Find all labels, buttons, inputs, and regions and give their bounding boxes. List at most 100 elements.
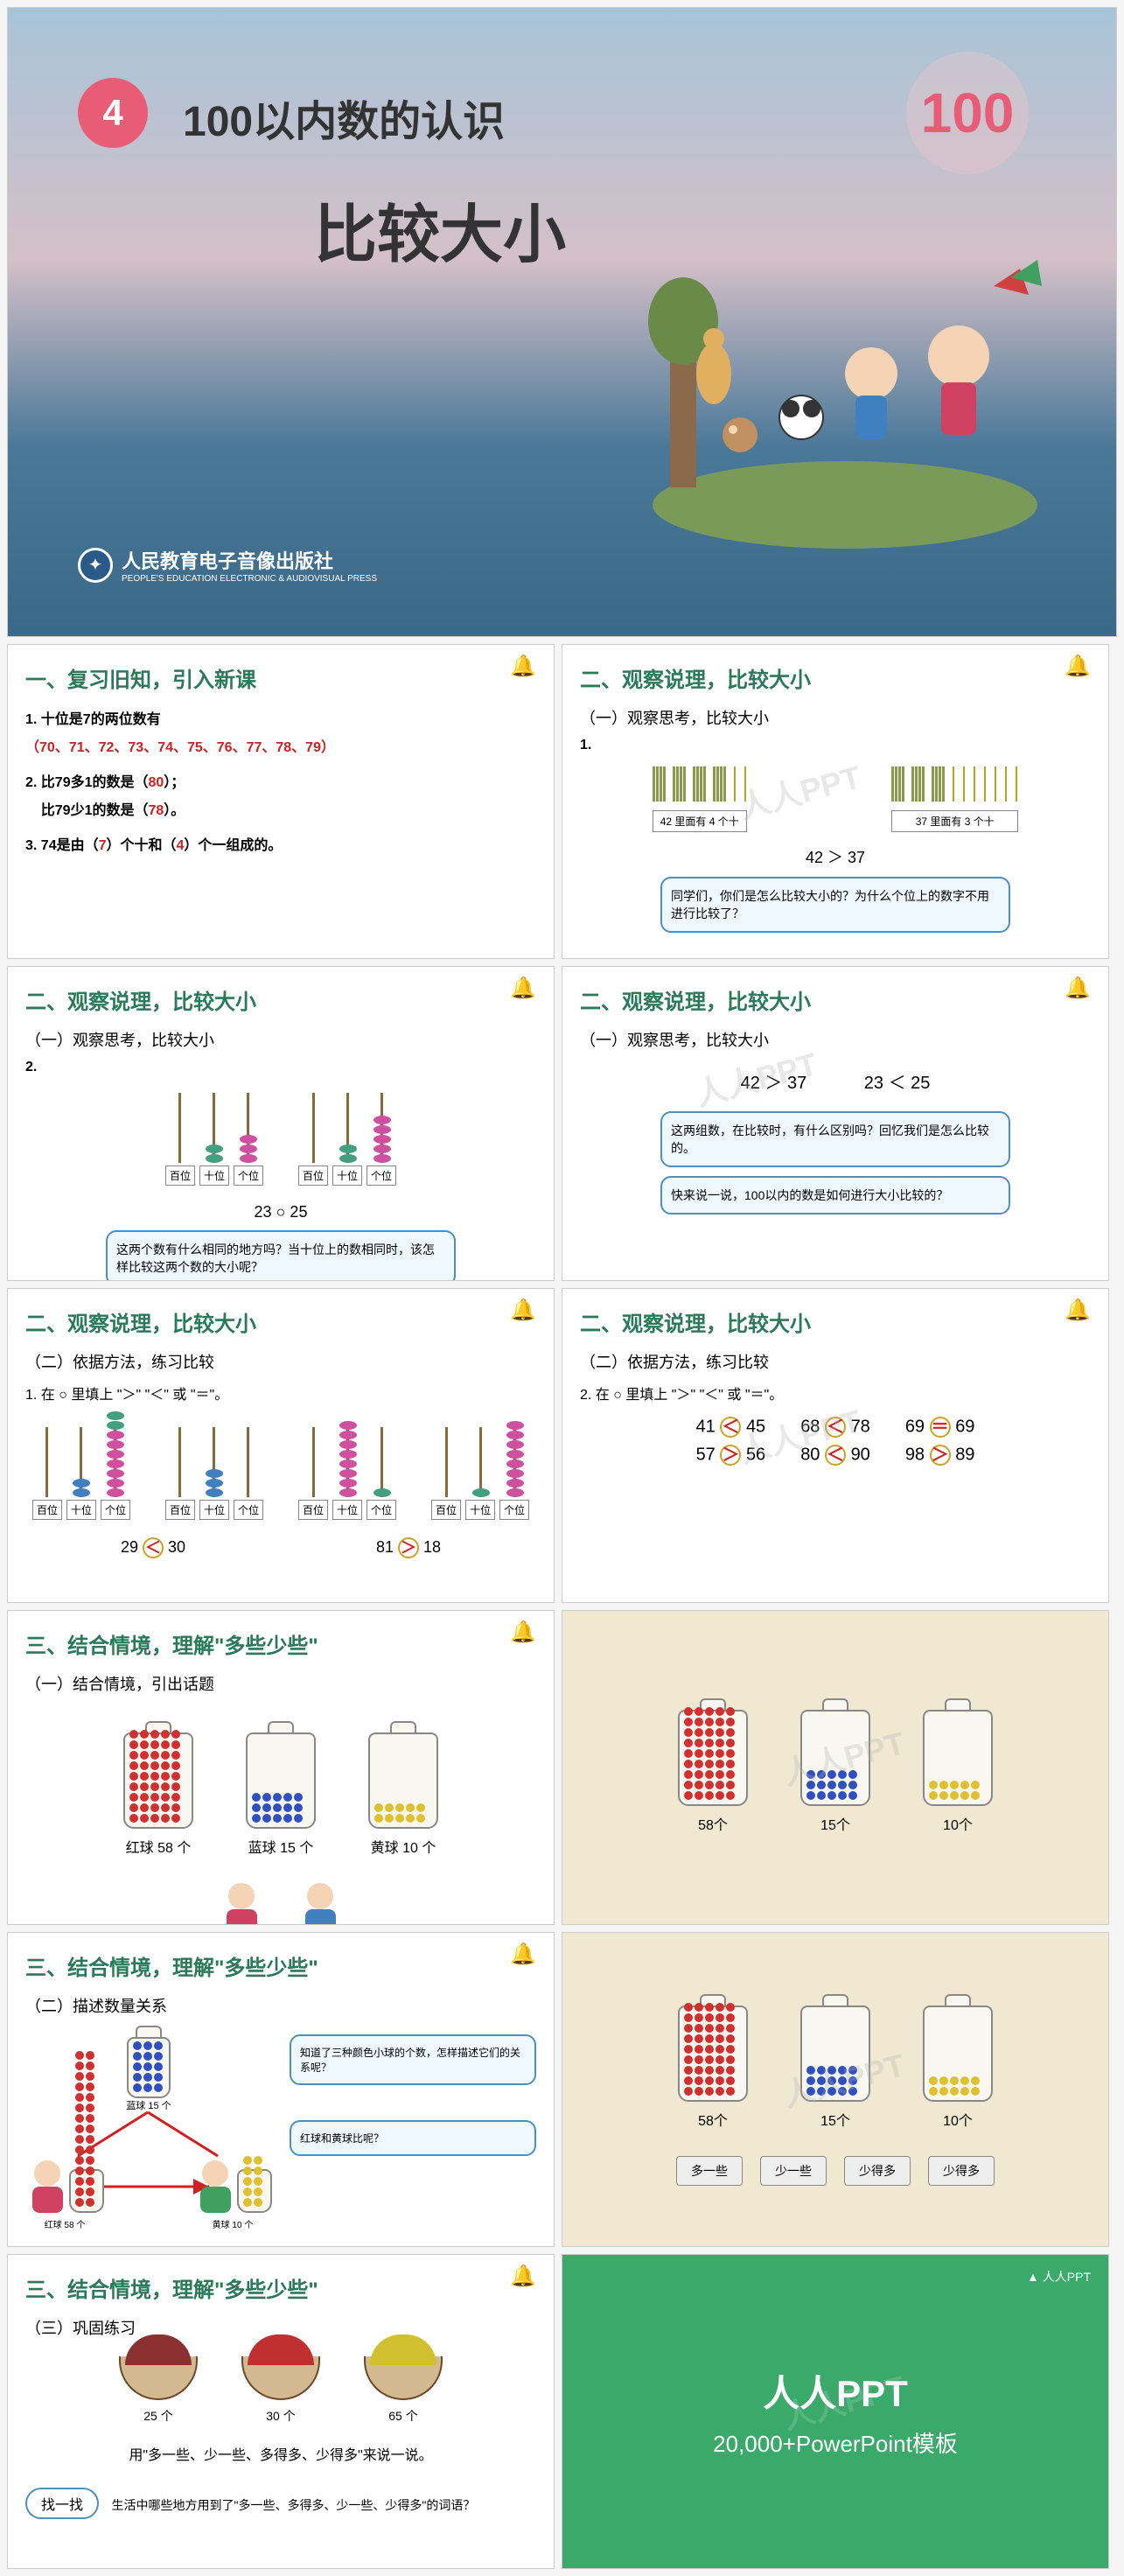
slide-branding: ▲ 人人PPT 人人PPT 20,000+PowerPoint模板 人人PPT (562, 2254, 1109, 2569)
speech-2: 快来说一说，100以内的数是如何进行大小比较的？ (660, 1176, 1010, 1214)
slide-jars-plain: 58个 15个 10个 人人PPT (562, 1610, 1109, 1925)
symbol-circle: ＜ (143, 1537, 164, 1558)
find-text: 生活中哪些地方用到了"多一些、多得多、少一些、少得多"的词语？ (111, 2498, 475, 2512)
btn-more-some[interactable]: 多一些 (676, 2156, 743, 2186)
q2-text-2: 比79少1的数是（ (41, 803, 149, 818)
bell-icon: 🔔 (510, 654, 536, 679)
abacus-label: 十位 (199, 1166, 229, 1186)
btn-less-some[interactable]: 少一些 (760, 2156, 827, 2186)
jar-blue (246, 1732, 316, 1829)
hero-title-2: 比较大小 (314, 183, 566, 275)
sym: ＞ (720, 1445, 741, 1466)
num-left: 81 (376, 1538, 394, 1556)
btn-less-much-1[interactable]: 少得多 (844, 2156, 911, 2186)
jar-label: 58个 (698, 2109, 728, 2130)
slide-heading: 二、观察说理，比较大小 (580, 984, 1091, 1015)
bowl-label: 65 个 (388, 2407, 417, 2425)
hero-title-1: 100以内数的认识 (183, 87, 505, 148)
item-number: 1. (580, 738, 1091, 753)
q2-end-2: ）。 (164, 803, 185, 818)
jar-label: 15个 (820, 2109, 850, 2130)
bell-icon: 🔔 (1065, 976, 1091, 1001)
speech-1: 这两组数，在比较时，有什么区别吗？回忆我们是怎么比较的。 (660, 1111, 1010, 1167)
jar-red (123, 1732, 193, 1829)
jar-label: 红球 58 个 (126, 1836, 192, 1857)
sticks-label-1: 42 里面有 4 个十 (653, 810, 747, 832)
q3-mid: ）个十和（ (107, 838, 177, 853)
slide-subheading: （一）观察思考，比较大小 (580, 706, 1091, 729)
sym: ＞ (930, 1445, 951, 1466)
jar-yellow (923, 1710, 993, 1806)
sym: ＝ (930, 1417, 951, 1438)
abacus-row: 百位十位个位 百位十位个位 百位十位个位 百位十位个位 (25, 1427, 536, 1520)
q2-val-1: 80 (149, 775, 164, 790)
slide-heading: 二、观察说理，比较大小 (25, 1306, 536, 1337)
bell-icon: 🔔 (510, 976, 536, 1001)
slide-context-2: 🔔 三、结合情境，理解"多些少些" （二）描述数量关系 蓝球 15 个 红球 5… (7, 1932, 555, 2247)
slide-jars-buttons: 58个 15个 10个 多一些 少一些 少得多 少得多 人人PPT (562, 1932, 1109, 2247)
brand-title: 人人PPT (763, 2364, 908, 2418)
q3-prefix: 3. 74是由（ (25, 838, 99, 853)
slide-practice-1: 🔔 二、观察说理，比较大小 （二）依据方法，练习比较 1. 在 ○ 里填上 "＞… (7, 1288, 555, 1603)
publisher-name: 人民教育电子音像出版社 (122, 546, 377, 574)
num-left: 29 (121, 1538, 138, 1556)
n: 69 (955, 1417, 974, 1436)
abacus-label: 百位 (298, 1166, 328, 1186)
sticks-42 (653, 766, 747, 802)
jar-blue (800, 1710, 870, 1806)
slide-context-1: 🔔 三、结合情境，理解"多些少些" （一）结合情境，引出话题 红球 58 个 蓝… (7, 1610, 555, 1925)
slide-heading: 二、观察说理，比较大小 (25, 984, 536, 1015)
slide-observe-3: 🔔 二、观察说理，比较大小 （一）观察思考，比较大小 42 ＞ 37 23 ＜ … (562, 966, 1109, 1281)
q2-end-1: ）； (164, 775, 185, 790)
bell-icon: 🔔 (510, 2264, 536, 2289)
sticks-label-2: 37 里面有 3 个十 (891, 810, 1018, 832)
instruction: 1. 在 ○ 里填上 "＞" "＜" 或 "＝"。 (25, 1382, 536, 1410)
n: 89 (955, 1445, 974, 1464)
comparison-result: 42 ＞ 37 (580, 845, 1091, 868)
abacus-label: 个位 (367, 1166, 396, 1186)
slide-subheading: （二）依据方法，练习比较 (580, 1350, 1091, 1373)
jar-red (678, 1710, 748, 1806)
comparison-blank: 23 ○ 25 (25, 1203, 536, 1222)
slide-heading: 一、复习旧知，引入新课 (25, 662, 536, 693)
jar-blue (800, 2006, 870, 2102)
jar-label: 蓝球 15 个 (248, 1836, 314, 1857)
bell-icon: 🔔 (1065, 654, 1091, 679)
comp-2: 23 ＜ 25 (864, 1074, 931, 1093)
logo-small: ▲ 人人PPT (1027, 2268, 1091, 2286)
n: 57 (696, 1445, 716, 1464)
publisher-name-en: PEOPLE'S EDUCATION ELECTRONIC & AUDIOVIS… (122, 574, 377, 584)
slide-observe-1: 🔔 二、观察说理，比较大小 （一）观察思考，比较大小 1. 42 里面有 4 个… (562, 644, 1109, 959)
chapter-badge: 4 (78, 78, 148, 148)
children-animals-illustration (626, 199, 1064, 549)
jar-row: 58个 15个 10个 (580, 1994, 1091, 2130)
n: 98 (905, 1445, 925, 1464)
comparison-grid: 41 ＜ 45 68 ＜ 78 69 ＝ 69 57 ＞ 56 80 ＜ 90 … (580, 1417, 1091, 1466)
q2-text-1: 2. 比79多1的数是（ (25, 775, 149, 790)
brand-subtitle: 20,000+PowerPoint模板 (713, 2426, 958, 2459)
jar-red (678, 2006, 748, 2102)
child-figure (298, 1883, 342, 1925)
sym: ＜ (720, 1417, 741, 1438)
find-label: 找一找 (25, 2488, 99, 2519)
abacus-label: 百位 (165, 1166, 195, 1186)
jar-label: 10个 (943, 1813, 973, 1834)
child-figure (193, 2160, 237, 2213)
q1-label: 1. 十位是7的两位数有 (25, 706, 536, 734)
compare-buttons: 多一些 少一些 少得多 少得多 (580, 2156, 1091, 2186)
item-number: 2. (25, 1060, 536, 1075)
bowl-label: 25 个 (143, 2407, 172, 2425)
bell-icon: 🔔 (510, 1298, 536, 1323)
abacus-25: 百位 十位 个位 (298, 1093, 396, 1186)
jar-label: 58个 (698, 1813, 728, 1834)
slide-heading: 三、结合情境，理解"多些少些" (25, 1628, 536, 1659)
slide-heading: 二、观察说理，比较大小 (580, 1306, 1091, 1337)
btn-less-much-2[interactable]: 少得多 (928, 2156, 995, 2186)
jar-label-yellow: 黄球 10 个 (193, 2217, 272, 2230)
hero-illustration (626, 199, 1064, 549)
num-right: 18 (423, 1538, 441, 1556)
n: 41 (696, 1417, 716, 1436)
teacher-speech: 同学们，你们是怎么比较大小的？为什么个位上的数字不用进行比较了？ (660, 877, 1010, 933)
abacus-pair: 百位 十位 个位 百位 十位 个位 (25, 1093, 536, 1186)
n: 78 (851, 1417, 870, 1436)
